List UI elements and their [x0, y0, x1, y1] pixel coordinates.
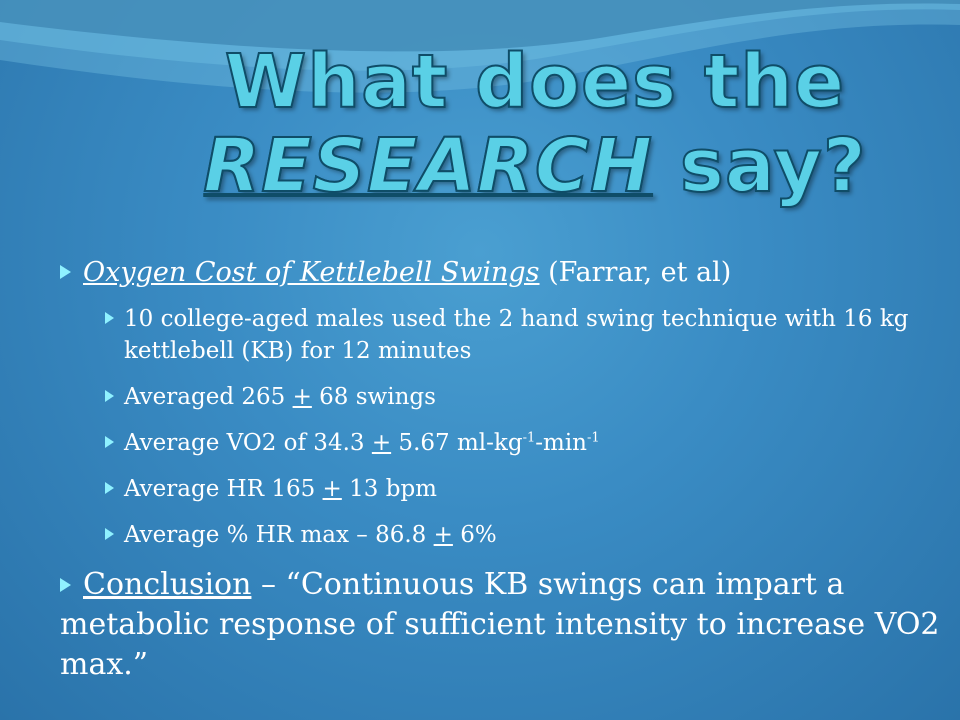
finding-subjects-text: 10 college-aged males used the 2 hand sw…: [124, 306, 909, 364]
hr-post: 13 bpm: [341, 476, 437, 502]
study-bullet: Oxygen Cost of Kettlebell Swings (Farrar…: [60, 255, 940, 291]
finding-subjects: 10 college-aged males used the 2 hand sw…: [105, 303, 940, 367]
conclusion-bullet: Conclusion – “Continuous KB swings can i…: [60, 565, 940, 685]
triangle-bullet-icon: [60, 265, 71, 279]
study-name: Oxygen Cost of Kettlebell Swings: [83, 257, 540, 288]
hrmax-pre: Average % HR max – 86.8: [124, 522, 434, 548]
study-author: (Farrar, et al): [539, 257, 732, 288]
vo2-exponent: -1: [522, 430, 536, 446]
slide-title: What does the RESEARCH say?: [150, 39, 920, 209]
conclusion-text: – “Continuous KB swings can impart a met…: [60, 567, 940, 682]
plus-minus-sign: +: [322, 476, 342, 502]
triangle-bullet-icon: [60, 578, 71, 592]
finding-swings: Averaged 265 + 68 swings: [105, 381, 940, 413]
hrmax-post: 6%: [452, 522, 497, 548]
triangle-bullet-icon: [105, 390, 114, 402]
vo2-mid: 5.67 ml-kg: [391, 430, 523, 456]
title-line-1: What does the: [224, 39, 846, 125]
triangle-bullet-icon: [105, 482, 114, 494]
vo2-mid2: -min: [535, 430, 587, 456]
decorative-waves: [0, 0, 960, 93]
finding-vo2: Average VO2 of 34.3 + 5.67 ml-kg-1-min-1: [105, 427, 940, 459]
swings-pre: Averaged 265: [124, 384, 293, 410]
conclusion-label: Conclusion: [83, 567, 252, 602]
vo2-exponent-2: -1: [586, 430, 600, 446]
hr-pre: Average HR 165: [124, 476, 323, 502]
triangle-bullet-icon: [105, 436, 114, 448]
plus-minus-sign: +: [292, 384, 312, 410]
triangle-bullet-icon: [105, 528, 114, 540]
triangle-bullet-icon: [105, 312, 114, 324]
plus-minus-sign: +: [433, 522, 453, 548]
title-end: say?: [653, 123, 867, 209]
vo2-pre: Average VO2 of 34.3: [124, 430, 372, 456]
swings-post: 68 swings: [311, 384, 436, 410]
plus-minus-sign: +: [371, 430, 392, 456]
title-emphasis: RESEARCH: [202, 123, 654, 209]
finding-hrmax: Average % HR max – 86.8 + 6%: [105, 519, 940, 551]
slide-content: Oxygen Cost of Kettlebell Swings (Farrar…: [60, 255, 940, 685]
finding-hr: Average HR 165 + 13 bpm: [105, 473, 940, 505]
